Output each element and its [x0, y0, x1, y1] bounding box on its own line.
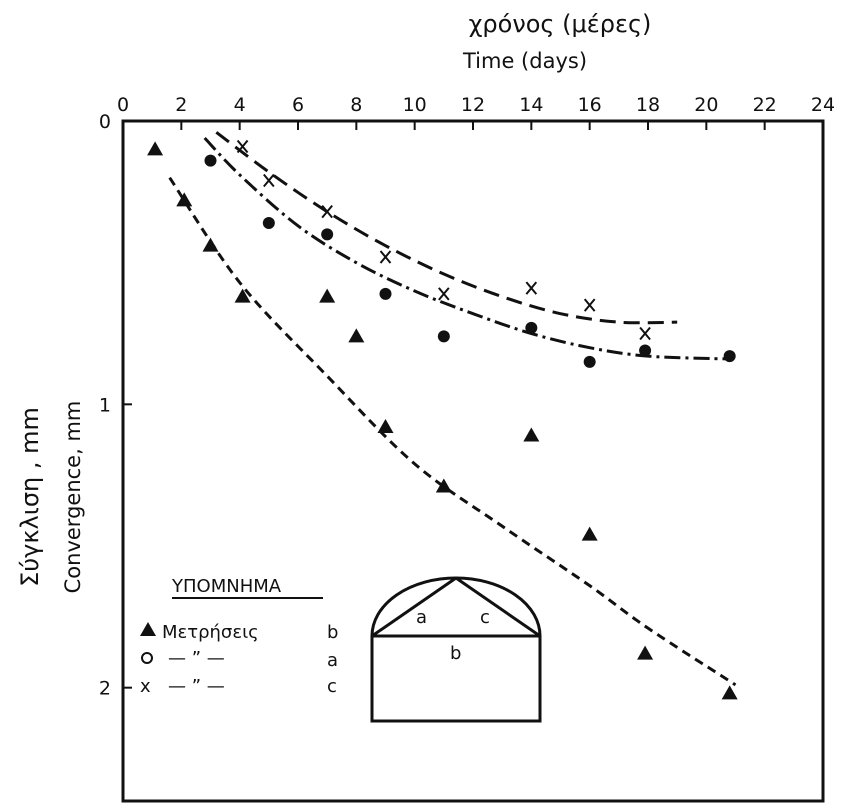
x-tick-label: 10: [403, 94, 427, 116]
legend-row-a-label: — ” —: [168, 648, 225, 669]
data-point-triangle: [581, 526, 598, 541]
data-point-circle: [437, 330, 450, 343]
chart-title-greek: χρόνος (μέρες): [469, 10, 652, 38]
legend-row-c-key: c: [327, 676, 337, 697]
data-point-circle: [639, 344, 652, 357]
y-tick-label: 2: [99, 678, 111, 700]
chord-c: [455, 576, 541, 638]
data-point-circle: [262, 217, 275, 229]
data-point-triangle: [435, 478, 452, 493]
x-tick-label: 12: [461, 94, 485, 116]
fit-curve-c: [215, 131, 678, 325]
legend-triangle-marker: [140, 622, 156, 636]
y-axis-label-greek: Σύγκλιση , mm: [16, 407, 44, 587]
legend-row-a-key: a: [327, 650, 338, 671]
y-axis: 0 1 2: [99, 111, 132, 700]
data-point-x: [438, 287, 450, 301]
legend: ΥΠΟΜΝΗΜΑ Μετρήσεις b — ” — a x — ” — c: [140, 576, 338, 697]
diagram-label-b: b: [450, 643, 461, 664]
chord-a: [371, 576, 457, 638]
diagram-label-c: c: [480, 607, 490, 628]
chart-title-english: Time (days): [462, 49, 587, 73]
fit-curves: [168, 131, 737, 687]
legend-row-b-key: b: [327, 622, 338, 643]
data-point-triangle: [176, 192, 193, 207]
tunnel-section-diagram: [370, 576, 542, 723]
y-axis-label-english: Convergence, mm: [61, 401, 85, 594]
data-point-triangle: [523, 427, 540, 442]
data-point-x: [263, 173, 275, 188]
data-point-triangle: [147, 141, 164, 156]
x-axis: 0 2 4 6 8 10 12 14 16 18 20 22 24: [117, 94, 835, 130]
data-point-triangle: [721, 685, 738, 700]
x-tick-label: 6: [292, 94, 304, 116]
data-point-circle: [379, 287, 392, 300]
data-point-circle: [204, 154, 217, 167]
fit-curve-a: [203, 136, 730, 361]
data-point-x: [321, 205, 333, 219]
x-tick-label: 4: [234, 94, 246, 116]
x-tick-label: 18: [636, 94, 660, 116]
data-markers: [147, 139, 738, 700]
fit-curve-b: [168, 176, 737, 687]
tunnel-outline: [370, 576, 542, 723]
x-tick-label: 22: [753, 94, 777, 116]
data-point-circle: [583, 355, 596, 368]
legend-x-marker: x: [140, 676, 151, 697]
legend-row-c-label: — ” —: [168, 676, 225, 697]
data-point-circle: [321, 228, 334, 241]
data-point-x: [639, 326, 651, 341]
data-point-triangle: [234, 288, 251, 303]
x-tick-label: 2: [175, 94, 187, 116]
legend-circle-marker: [141, 652, 153, 664]
data-point-x: [583, 298, 596, 312]
y-tick-label: 1: [99, 394, 111, 416]
diagram-label-a: a: [416, 607, 427, 628]
y-tick-label: 0: [99, 111, 111, 133]
data-point-triangle: [637, 645, 654, 660]
data-point-x: [525, 281, 538, 295]
x-tick-label: 8: [350, 94, 362, 116]
x-tick-label: 24: [811, 94, 835, 116]
data-point-x: [236, 139, 249, 154]
data-point-triangle: [202, 237, 219, 252]
legend-row-b-label: Μετρήσεις: [162, 622, 259, 643]
x-tick-label: 14: [519, 94, 543, 116]
plot-frame: [121, 119, 825, 803]
data-point-triangle: [348, 328, 365, 343]
data-point-x: [379, 250, 392, 264]
x-tick-label: 16: [578, 94, 602, 116]
data-point-circle: [525, 321, 538, 334]
data-point-triangle: [377, 419, 394, 433]
data-point-triangle: [319, 288, 336, 303]
x-tick-label: 20: [694, 94, 718, 116]
legend-heading: ΥΠΟΜΝΗΜΑ: [171, 576, 282, 597]
data-point-circle: [723, 350, 736, 363]
x-tick-label: 0: [117, 94, 129, 116]
